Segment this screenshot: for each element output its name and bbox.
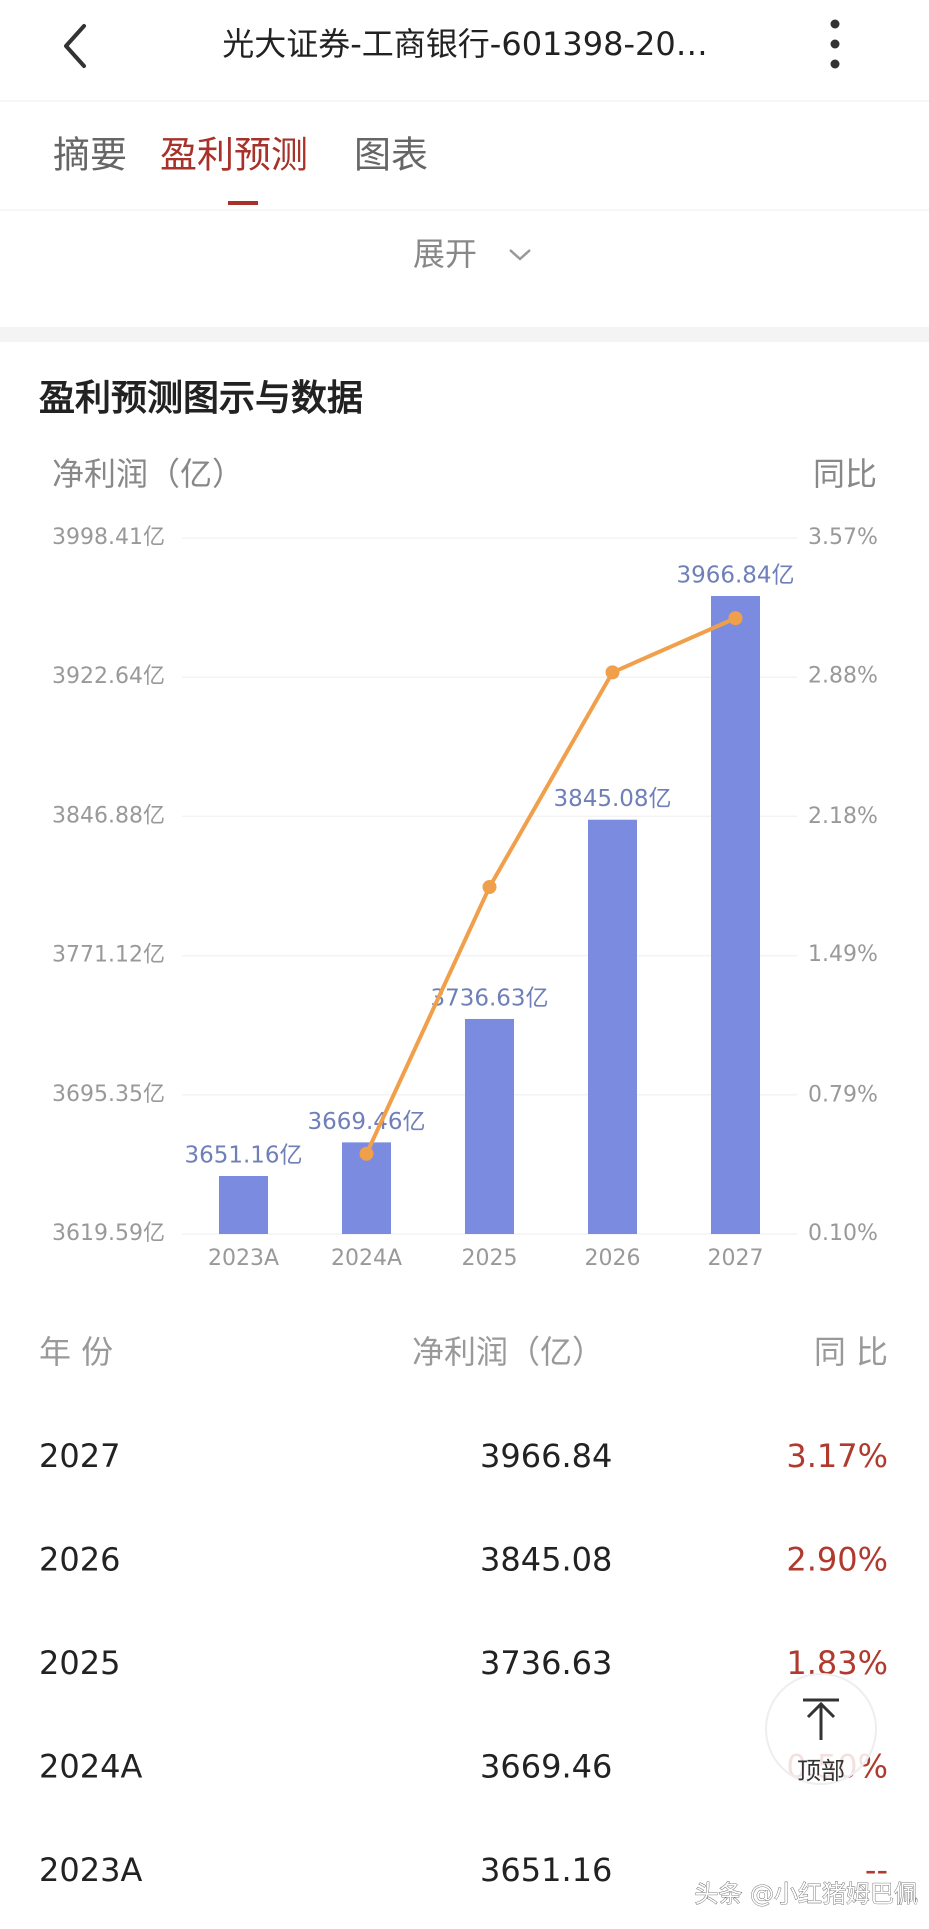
table-header: 年 份 <box>39 1333 113 1371</box>
y2-tick-label: 0.79% <box>808 1083 878 1108</box>
y2-axis-label: 同比 <box>813 455 877 493</box>
tab-active[interactable]: 盈利预测 <box>160 134 308 177</box>
tab-underline <box>228 201 258 205</box>
y-tick-label: 3619.59亿 <box>52 1221 165 1246</box>
chart: 3619.59亿 3695.35亿 3771.12亿 3846.88亿 3922.64亿… <box>52 525 878 1271</box>
table-cell: 3651.16 <box>480 1851 612 1889</box>
line <box>364 616 737 1155</box>
bar-value-label: 3736.63亿 <box>430 985 548 1011</box>
y-tick-label: 3998.41亿 <box>52 525 165 550</box>
table-cell: 3845.08 <box>480 1541 612 1579</box>
x-tick-label: 2024A <box>331 1246 402 1271</box>
bar-value-label: 3669.46亿 <box>307 1109 425 1135</box>
x-tick-label: 2027 <box>708 1246 764 1271</box>
table-cell: -- <box>865 1851 888 1889</box>
table-cell: 2024A <box>39 1748 142 1786</box>
y-tick-label: 3695.35亿 <box>52 1082 165 1107</box>
table-cell: 2027 <box>39 1437 120 1475</box>
section-title: 盈利预测图示与数据 <box>39 378 363 419</box>
section-gap <box>0 327 929 342</box>
watermark: 头条 @小红猪姆巴佩 <box>694 1880 918 1908</box>
table-cell: 3736.63 <box>480 1644 612 1682</box>
y2-tick-label: 0.10% <box>808 1221 878 1246</box>
x-tick-label: 2025 <box>462 1246 518 1271</box>
bar <box>588 819 637 1234</box>
y2-tick-label: 2.18% <box>808 804 878 829</box>
y-tick-label: 3846.88亿 <box>52 803 165 828</box>
table-cell: 3669.46 <box>480 1748 612 1786</box>
table-cell: 3.17% <box>786 1437 888 1475</box>
x-tick-label: 2023A <box>208 1246 279 1271</box>
table-cell: 2023A <box>39 1851 142 1889</box>
line-point <box>482 880 497 895</box>
expand-chevron <box>509 249 531 261</box>
bar-value-label: 3651.16亿 <box>184 1142 302 1168</box>
y-tick-label: 3922.64亿 <box>52 664 165 689</box>
bar <box>711 596 760 1234</box>
table: 年 份 净利润（亿） 同 比 2027 3966.84 3.17% 2026 3845.08 2… <box>39 1333 888 1889</box>
more-button[interactable] <box>830 19 840 69</box>
x-tick-label: 2026 <box>585 1246 641 1271</box>
table-header: 同 比 <box>814 1333 888 1371</box>
bar <box>465 1018 514 1234</box>
line-point <box>605 665 620 680</box>
line-point <box>728 611 743 626</box>
y2-tick-label: 3.57% <box>808 525 878 550</box>
y-tick-label: 3771.12亿 <box>52 943 165 968</box>
table-cell: 2025 <box>39 1644 120 1682</box>
tab[interactable]: 图表 <box>354 134 428 177</box>
bar-value-label: 3966.84亿 <box>676 563 794 589</box>
back-button[interactable] <box>64 24 86 68</box>
table-cell: 2026 <box>39 1541 120 1579</box>
tab[interactable]: 摘要 <box>53 134 127 177</box>
table-header: 净利润（亿） <box>412 1333 604 1371</box>
bar <box>219 1175 268 1234</box>
top-button-label: 顶部 <box>797 1757 845 1785</box>
table-cell: 2.90% <box>786 1541 888 1579</box>
header-title: 光大证券-工商银行-601398-20… <box>222 25 708 63</box>
table-cell: 3966.84 <box>480 1437 612 1475</box>
line-point <box>359 1146 374 1161</box>
bar-value-label: 3845.08亿 <box>553 786 671 812</box>
y-axis-label: 净利润（亿） <box>52 455 244 493</box>
y2-tick-label: 1.49% <box>808 942 878 967</box>
expand-button[interactable]: 展开 <box>413 235 477 273</box>
top-button[interactable]: 顶部 <box>765 1673 877 1785</box>
y2-tick-label: 2.88% <box>808 663 878 688</box>
